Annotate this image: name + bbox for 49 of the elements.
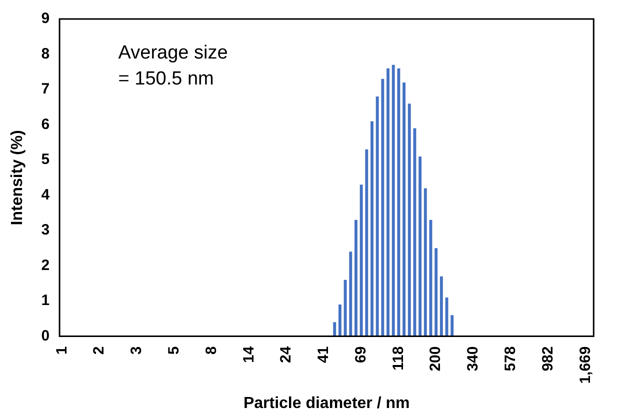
bar: [381, 78, 384, 336]
bar: [424, 188, 427, 336]
y-tick-label: 3: [41, 222, 50, 239]
x-tick-label: 3: [128, 346, 146, 355]
x-tick-label: 24: [278, 346, 295, 363]
x-tick-label: 5: [166, 346, 183, 355]
x-axis-title: Particle diameter / nm: [243, 394, 410, 412]
bar: [376, 96, 379, 336]
bar: [333, 322, 336, 336]
annotation: Average size = 150.5 nm: [118, 42, 228, 90]
y-tick-label: 9: [41, 10, 50, 28]
bar: [354, 220, 358, 336]
bar: [338, 304, 342, 336]
x-tick-label: 41: [315, 346, 332, 363]
bar: [450, 315, 454, 336]
bar: [413, 128, 416, 336]
x-tick-label: 118: [390, 346, 407, 370]
x-tick-label: 340: [464, 346, 482, 372]
y-axis-title: Intensity (%): [9, 130, 26, 226]
bar: [408, 104, 411, 336]
bar: [370, 121, 374, 336]
y-tick-label: 1: [41, 292, 50, 310]
bar: [434, 248, 438, 336]
y-tick-label: 8: [41, 45, 50, 62]
x-tick-label: 578: [502, 346, 519, 372]
x-tick-label: 982: [539, 346, 556, 372]
bar: [344, 280, 347, 336]
x-tick-label: 8: [202, 346, 220, 355]
bar: [397, 68, 400, 336]
bar: [392, 64, 395, 336]
x-tick-label: 1: [53, 346, 70, 355]
y-tick-label: 5: [41, 151, 50, 168]
bar: [360, 184, 363, 336]
x-tick-label: 14: [240, 346, 258, 363]
x-tick-label: 69: [352, 346, 370, 363]
bar: [349, 252, 352, 336]
y-tick-label: 6: [41, 116, 50, 133]
bar: [440, 276, 443, 336]
bar: [402, 82, 406, 336]
bar: [418, 156, 422, 336]
y-tick-label: 7: [41, 80, 50, 98]
bar: [365, 149, 368, 336]
bar: [386, 68, 390, 336]
x-tick-label: 1,669: [576, 346, 594, 384]
y-tick-label: 2: [41, 256, 50, 274]
y-tick-label: 0: [41, 327, 50, 344]
x-tick-label: 2: [90, 346, 108, 355]
y-tick-label: 4: [41, 186, 50, 204]
x-tick-label: 200: [427, 346, 444, 372]
